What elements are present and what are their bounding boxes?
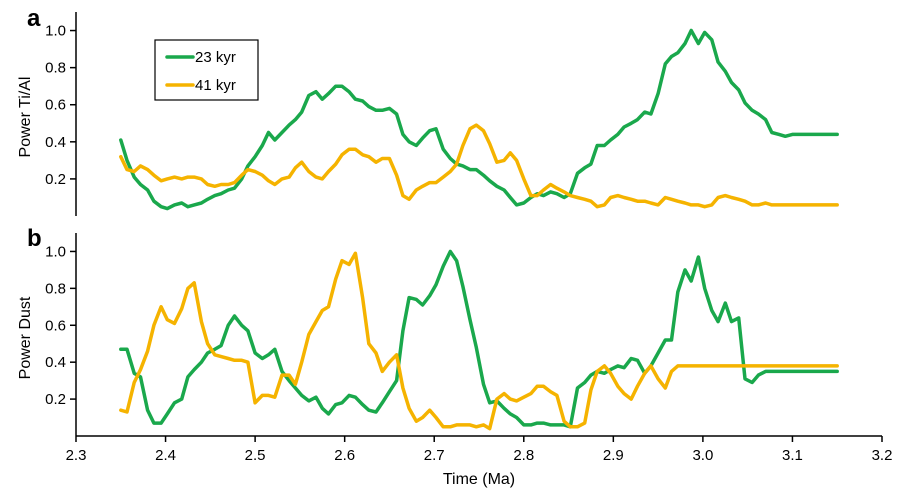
x-axis-title: Time (Ma) <box>443 471 515 488</box>
y-tick-label: 1.0 <box>45 243 66 260</box>
x-tick-label: 2.8 <box>513 447 534 464</box>
y-tick-label: 0.8 <box>45 280 66 297</box>
x-tick-label: 2.7 <box>424 447 445 464</box>
y-tick-label: 0.6 <box>45 317 66 334</box>
legend-label: 41 kyr <box>195 77 236 94</box>
x-tick-label: 3.2 <box>872 447 893 464</box>
x-tick-label: 2.3 <box>66 447 87 464</box>
y-tick-label: 1.0 <box>45 23 66 40</box>
x-tick-label: 2.5 <box>245 447 266 464</box>
series-line-23-kyr <box>119 249 839 429</box>
x-tick-label: 3.1 <box>782 447 803 464</box>
legend-label: 23 kyr <box>195 49 236 66</box>
panel-a: a 0.2 0.4 0.6 0.8 1.0 Power Ti/Al 23 kyr 41 kyr <box>17 5 839 216</box>
y-tick-label: 0.8 <box>45 60 66 77</box>
series-line-41-kyr <box>119 251 839 431</box>
series-line-41-kyr <box>119 123 839 209</box>
panel-b: b 0.2 0.4 0.6 0.8 1.0 Power Dust 2.3 2.4 2.5 2.6 2.… <box>17 225 892 488</box>
x-tick-label: 3.0 <box>692 447 713 464</box>
x-tick-label: 2.9 <box>603 447 624 464</box>
legend: 23 kyr 41 kyr <box>154 39 259 101</box>
y-axis-title: Power Dust <box>17 296 34 379</box>
y-tick-label: 0.4 <box>45 354 66 371</box>
y-axis-title: Power Ti/Al <box>17 77 34 158</box>
panel-letter-a: a <box>27 5 41 32</box>
y-tick-label: 0.2 <box>45 171 66 188</box>
legend-box <box>154 39 259 101</box>
y-tick-label: 0.6 <box>45 97 66 114</box>
panel-letter-b: b <box>27 225 42 252</box>
x-tick-label: 2.6 <box>334 447 355 464</box>
x-tick-label: 2.4 <box>155 447 176 464</box>
series-line-23-kyr <box>119 28 839 211</box>
y-tick-label: 0.2 <box>45 391 66 408</box>
y-tick-label: 0.4 <box>45 134 66 151</box>
